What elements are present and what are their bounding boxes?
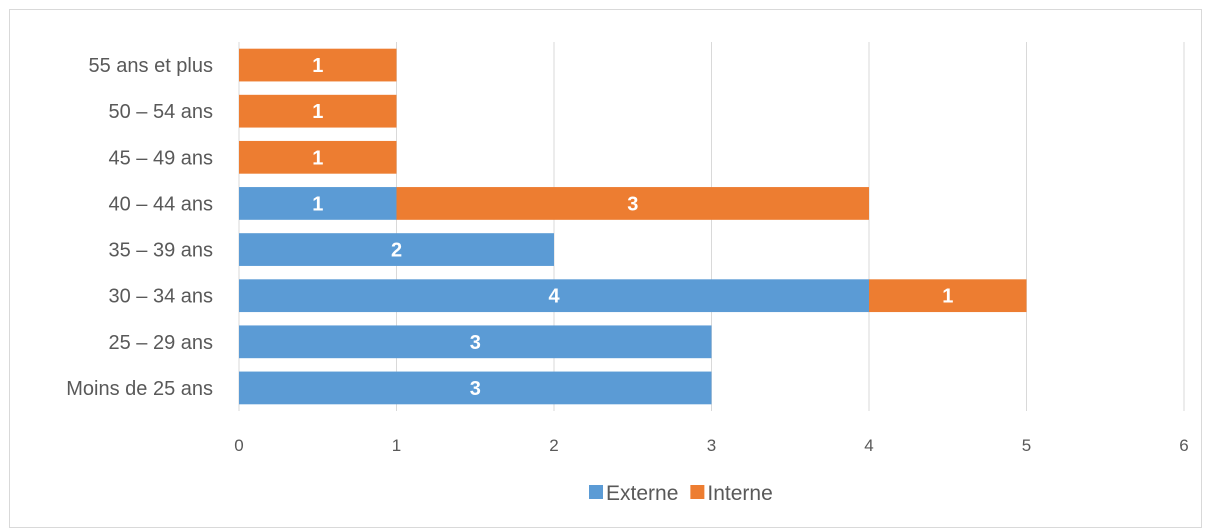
legend-swatch-externe — [589, 485, 603, 499]
x-tick-label: 6 — [1179, 436, 1188, 455]
bar-interne — [396, 187, 869, 220]
legend-swatch-interne — [690, 485, 705, 499]
data-label: 1 — [312, 55, 323, 77]
legend: Externe Interne — [589, 482, 773, 505]
bar-interne — [239, 140, 397, 174]
bars — [239, 48, 1027, 405]
category-label: Moins de 25 ans — [66, 378, 213, 400]
category-label: 45 – 49 ans — [108, 147, 213, 169]
data-label: 1 — [942, 286, 953, 308]
x-tick-label: 5 — [1022, 436, 1031, 455]
legend-label-externe: Externe — [606, 482, 678, 505]
data-label: 4 — [548, 286, 560, 308]
category-label: 25 – 29 ans — [108, 332, 213, 354]
category-label: 40 – 44 ans — [108, 193, 213, 215]
category-label: 35 – 39 ans — [108, 240, 213, 262]
data-label: 1 — [312, 147, 323, 169]
legend-label-interne: Interne — [707, 482, 772, 505]
category-label: 30 – 34 ans — [108, 286, 213, 308]
x-tick-label: 2 — [549, 436, 558, 455]
bar-externe — [239, 325, 712, 359]
category-label: 50 – 54 ans — [108, 101, 213, 123]
category-axis: Moins de 25 ans 25 – 29 ans 30 – 34 ans 35 … — [66, 55, 213, 400]
data-labels: 3 3 4 1 2 1 3 1 1 1 — [312, 55, 953, 400]
bar-externe — [239, 371, 712, 405]
x-tick-label: 0 — [234, 436, 243, 455]
bar-interne — [869, 279, 1027, 313]
x-tick-label: 3 — [707, 436, 716, 455]
data-label: 3 — [470, 378, 481, 400]
data-label: 3 — [627, 193, 638, 215]
bar-interne — [239, 94, 397, 128]
x-tick-label: 1 — [392, 436, 401, 455]
bar-interne — [239, 48, 397, 82]
x-tick-label: 4 — [864, 436, 873, 455]
value-axis: 0 1 2 3 4 5 6 — [234, 436, 1188, 455]
bar-externe — [239, 279, 869, 313]
bar-externe — [239, 187, 397, 220]
data-label: 1 — [312, 193, 323, 215]
category-label: 55 ans et plus — [88, 55, 213, 77]
data-label: 2 — [391, 240, 402, 262]
data-label: 3 — [470, 332, 481, 354]
data-label: 1 — [312, 101, 323, 123]
bar-externe — [239, 233, 554, 266]
chart-frame — [9, 9, 1202, 528]
